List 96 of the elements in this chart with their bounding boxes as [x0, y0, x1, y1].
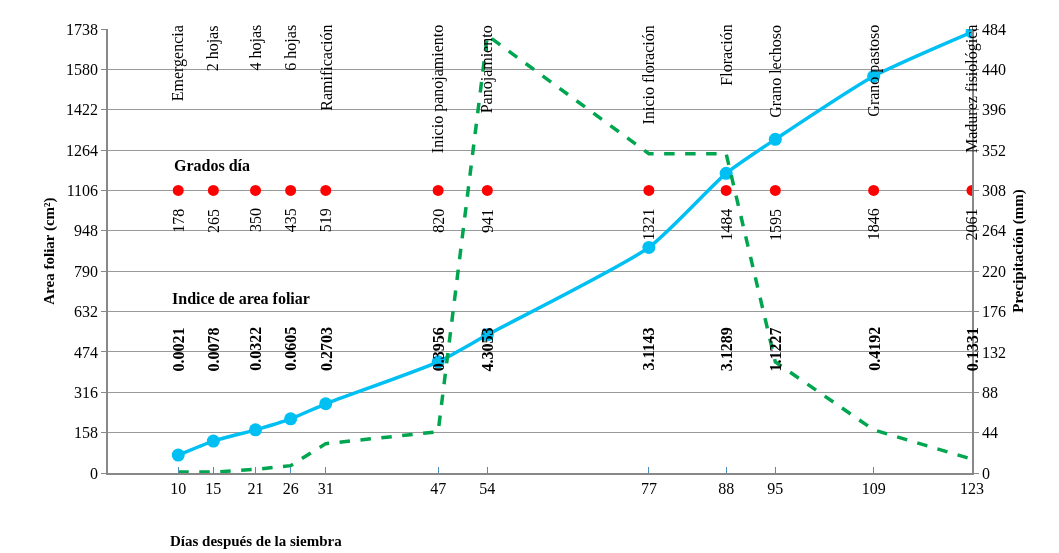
- series-label: Grados día: [174, 157, 251, 174]
- point: [171, 448, 185, 462]
- point: [172, 184, 184, 196]
- point: [643, 184, 655, 196]
- x-tick-label: 31: [317, 479, 334, 497]
- point: [320, 184, 332, 196]
- annotation: Inicio panojamiento: [429, 24, 448, 154]
- point: [284, 412, 298, 426]
- y-tick-label: 948: [74, 222, 99, 240]
- annotation: 519: [317, 208, 335, 233]
- annotation: Grano pastoso: [864, 24, 883, 117]
- y2-tick-label: 308: [981, 182, 1006, 200]
- annotation: 3.1289: [718, 327, 735, 372]
- y-tick-label: 158: [74, 424, 99, 442]
- point: [250, 184, 262, 196]
- annotation: 6 hojas: [281, 24, 300, 71]
- x-tick-label: 123: [960, 479, 984, 497]
- annotation: 350: [246, 208, 264, 233]
- annotation: 2 hojas: [204, 25, 223, 72]
- point: [768, 132, 782, 146]
- y2-tick-label: 88: [981, 383, 998, 401]
- point: [720, 184, 732, 196]
- y2-tick-label: 440: [981, 60, 1006, 78]
- point: [285, 184, 297, 196]
- point: [249, 423, 263, 437]
- annotation: Grano lechoso: [766, 24, 784, 118]
- annotation: 3.1143: [640, 327, 658, 371]
- annotation: Madurez fisiológica: [963, 24, 981, 153]
- y-tick-label: 1580: [66, 60, 99, 78]
- annotation: 1846: [865, 208, 883, 241]
- point: [719, 166, 733, 180]
- annotation: Ramificación: [317, 24, 335, 111]
- annotation: Panojamiento: [478, 25, 497, 114]
- annotation: 1595: [766, 208, 784, 241]
- annotation: 0.3956: [430, 327, 447, 372]
- y2-tick-label: 0: [981, 464, 990, 482]
- annotation: 1484: [717, 208, 735, 241]
- y2-axis-title: Precipitación (mm): [1010, 189, 1028, 313]
- annotation: 0.0322: [247, 326, 265, 371]
- annotation: 0.2703: [317, 326, 335, 371]
- y-tick-label: 316: [74, 383, 99, 401]
- annotation: 265: [204, 208, 222, 233]
- y2-tick-label: 396: [981, 101, 1006, 119]
- y-tick-label: 1422: [66, 101, 99, 119]
- point: [206, 434, 220, 448]
- x-axis-title: Días después de la siembra: [170, 533, 343, 549]
- x-tick-label: 26: [282, 479, 299, 497]
- annotation: Indice de area foliar: [172, 290, 310, 307]
- annotation: 178: [169, 208, 187, 233]
- y2-tick-label: 44: [981, 424, 998, 442]
- annotation: 4 hojas: [246, 24, 265, 71]
- annotation: 0.0021: [170, 327, 188, 372]
- y-tick-label: 1738: [66, 20, 99, 38]
- point: [481, 184, 493, 196]
- x-tick-label: 88: [718, 479, 735, 497]
- annotation: Emergencia: [169, 25, 188, 102]
- x-tick-label: 95: [767, 479, 784, 497]
- point: [207, 184, 219, 196]
- x-tick-label: 54: [479, 479, 496, 497]
- y-axis-title: Area foliar (cm²): [40, 197, 58, 305]
- x-tick-label: 15: [205, 479, 222, 497]
- y2-tick-label: 264: [981, 222, 1006, 240]
- y2-tick-label: 352: [981, 141, 1006, 159]
- annotation: 0.0605: [282, 326, 300, 371]
- annotation: 0.4192: [865, 326, 883, 371]
- annotation: 435: [282, 208, 300, 233]
- point: [319, 397, 333, 411]
- x-tick-label: 47: [430, 479, 447, 497]
- annotation: 941: [478, 208, 496, 233]
- x-tick-label: 109: [861, 479, 886, 497]
- annotation: 0.1331: [963, 327, 981, 372]
- x-tick-label: 10: [170, 479, 187, 497]
- point: [868, 184, 880, 196]
- y-tick-label: 0: [90, 464, 99, 482]
- annotation: 1.1227: [767, 327, 785, 372]
- annotation: 1321: [640, 208, 658, 241]
- x-tick-label: 77: [640, 479, 657, 497]
- x-tick-label: 21: [247, 479, 264, 497]
- annotation: Inicio floración: [640, 25, 658, 125]
- y-tick-label: 632: [74, 303, 99, 321]
- point: [432, 184, 444, 196]
- annotation: 2061: [963, 208, 981, 241]
- y-tick-label: 790: [74, 262, 99, 280]
- y2-tick-label: 176: [981, 303, 1006, 321]
- y2-tick-label: 132: [981, 343, 1006, 361]
- y-tick-label: 1264: [66, 141, 99, 159]
- annotation: Floración: [717, 24, 735, 86]
- annotation: 0.0078: [205, 327, 223, 372]
- y2-tick-label: 220: [981, 262, 1006, 280]
- annotation: 820: [429, 208, 447, 233]
- y-tick-label: 474: [74, 343, 99, 361]
- y2-tick-label: 484: [981, 20, 1006, 38]
- point: [642, 240, 656, 254]
- annotation: 4.3053: [479, 327, 497, 372]
- y-tick-label: 1106: [66, 182, 99, 200]
- point: [769, 184, 781, 196]
